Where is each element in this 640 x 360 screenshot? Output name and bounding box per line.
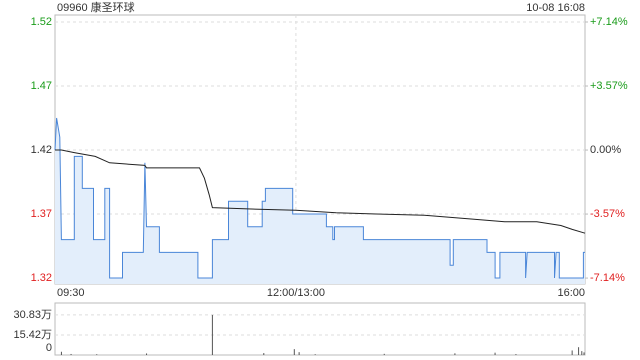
price-line — [55, 149, 586, 234]
volume-bar — [96, 354, 98, 355]
y-tick-label: 1.42 — [31, 144, 52, 156]
volume-bar — [454, 353, 456, 355]
volume-bar — [60, 351, 62, 355]
y-tick-label: 1.32 — [31, 272, 52, 284]
volume-bar — [211, 314, 213, 355]
x-tick-label: 12:00/13:00 — [267, 287, 325, 299]
y2-tick-label: -7.14% — [590, 272, 625, 284]
y2-tick-label: -3.57% — [590, 208, 625, 220]
x-tick-label: 09:30 — [57, 287, 85, 299]
chart-title: 09960 康圣环球 — [57, 0, 135, 14]
y-tick-label: 30.83万 — [13, 309, 52, 321]
price-area — [55, 118, 585, 284]
y2-tick-label: +7.14% — [590, 16, 628, 28]
x-tick-label: 16:00 — [557, 287, 585, 299]
y-tick-label: 1.47 — [31, 80, 52, 92]
volume-bar — [571, 350, 573, 355]
volume-frame — [54, 302, 586, 356]
volume-bar — [70, 353, 72, 355]
y2-tick-label: +3.57% — [590, 80, 628, 92]
volume-bar — [298, 352, 300, 355]
price-line — [54, 117, 585, 279]
timestamp: 10-08 16:08 — [526, 2, 585, 14]
volume-bar — [146, 353, 148, 355]
volume-bar — [314, 354, 316, 355]
y-tick-label: 0 — [46, 342, 52, 354]
volume-bar — [263, 353, 265, 355]
volume-bar — [583, 352, 585, 355]
volume-bar — [383, 353, 385, 355]
y-tick-label: 1.52 — [31, 16, 52, 28]
y-tick-label: 15.42万 — [13, 329, 52, 341]
volume-bar — [578, 347, 580, 355]
volume-bar — [494, 352, 496, 355]
y-tick-label: 1.37 — [31, 208, 52, 220]
volume-bar — [581, 351, 583, 355]
volume-bar — [515, 354, 517, 355]
y2-tick-label: 0.00% — [590, 144, 621, 156]
volume-bar — [293, 349, 295, 355]
